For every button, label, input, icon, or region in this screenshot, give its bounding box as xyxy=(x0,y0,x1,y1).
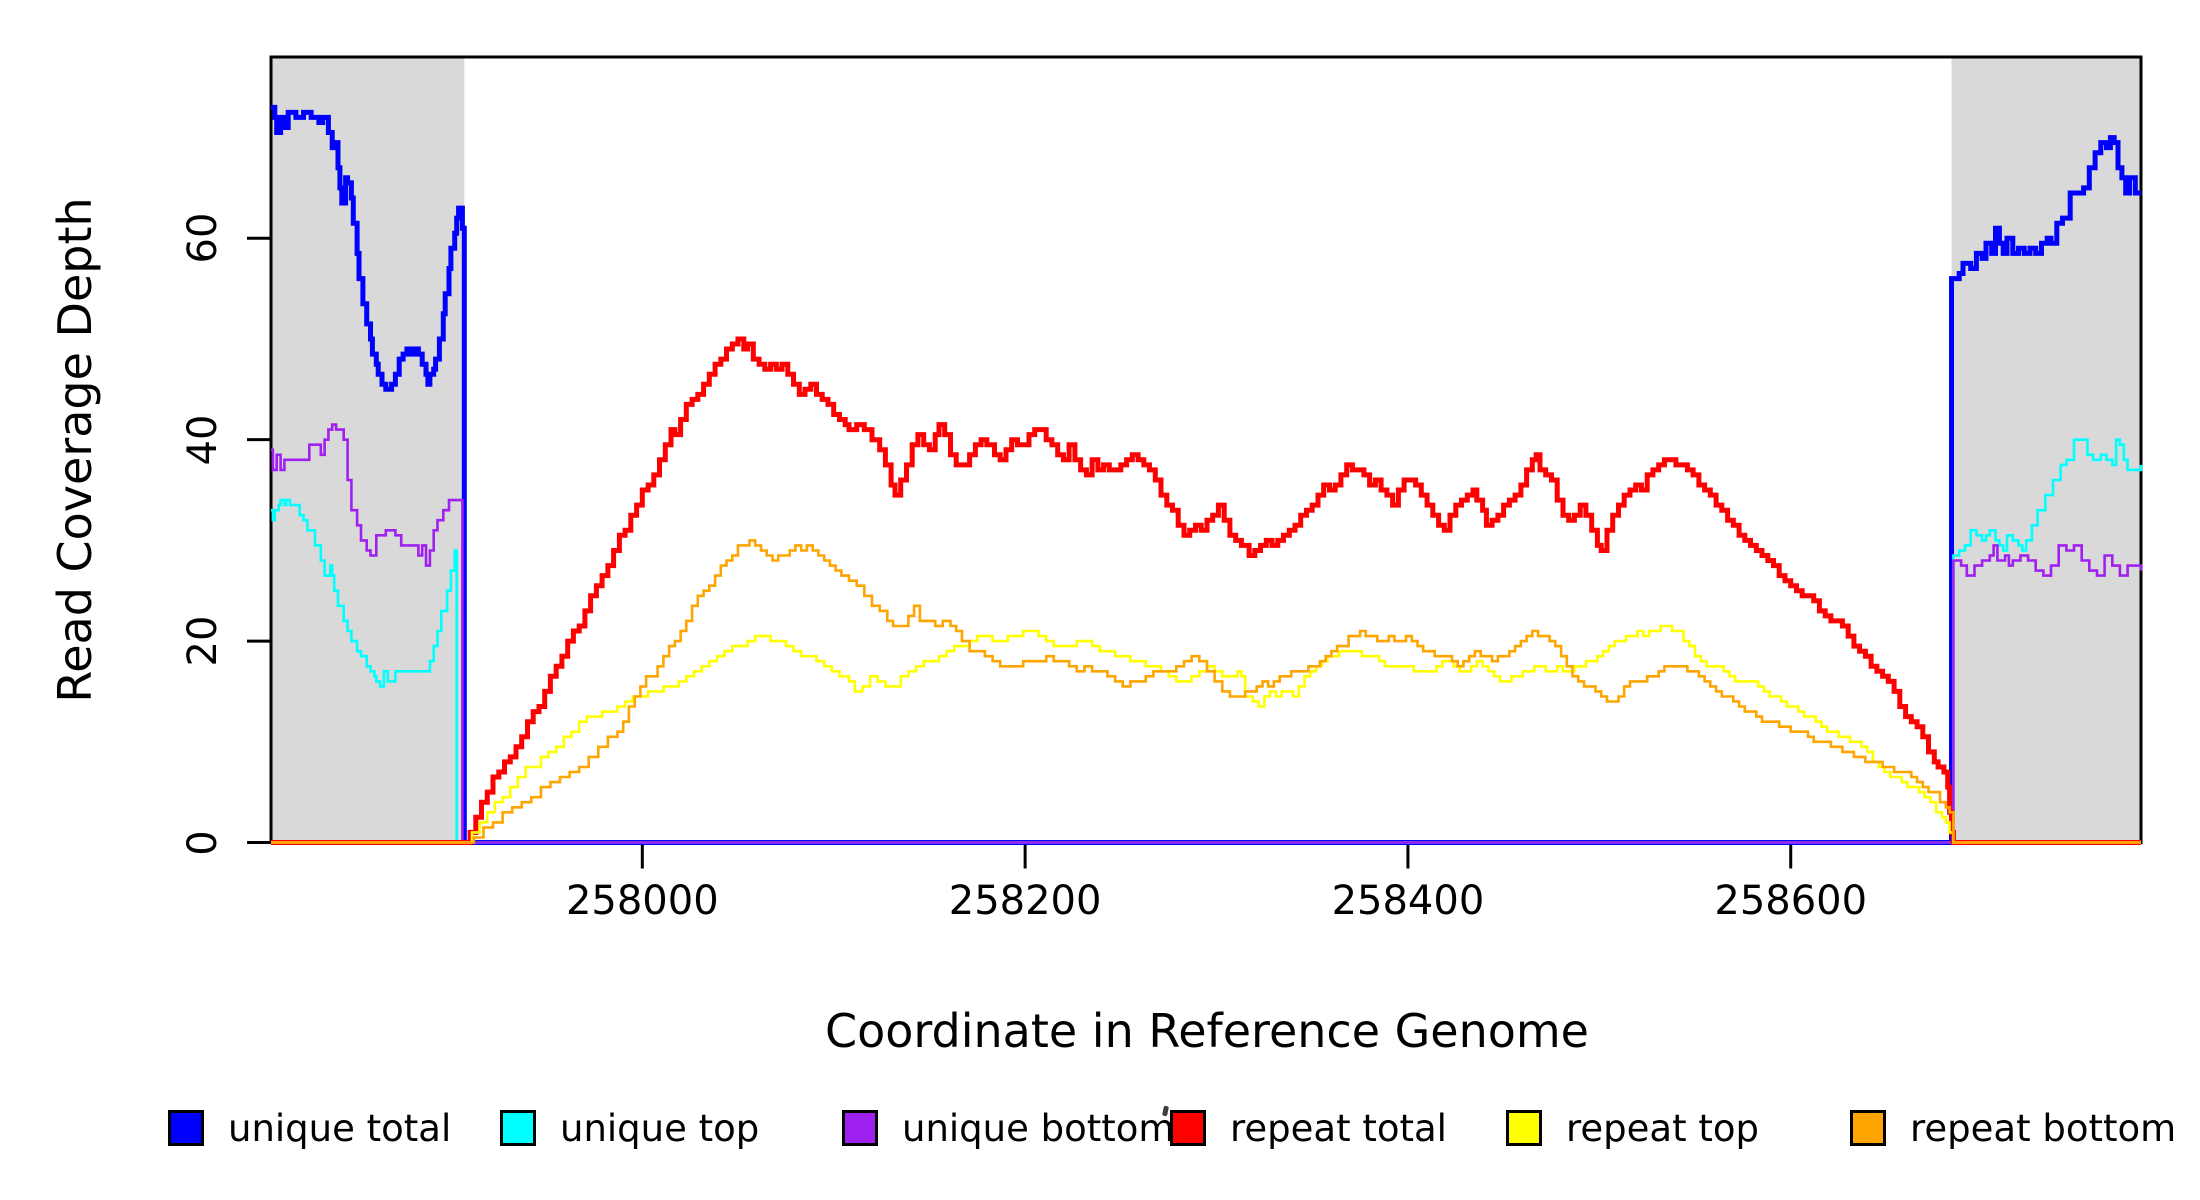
plot-box xyxy=(269,55,2143,844)
legend-item-unique-top: unique top xyxy=(500,1106,760,1150)
shaded-band-right xyxy=(1951,57,2141,843)
shaded-band-left xyxy=(271,57,465,843)
y-tick-label: 60 xyxy=(180,212,226,264)
legend-swatch-icon xyxy=(500,1110,536,1146)
x-tick-label: 258600 xyxy=(1714,878,1868,924)
y-tick-label: 40 xyxy=(180,414,226,466)
legend-label: repeat bottom xyxy=(1910,1106,2177,1150)
y-tick-label: 20 xyxy=(180,615,226,667)
x-tick-label: 258400 xyxy=(1331,878,1485,924)
series-line-repeat-top xyxy=(271,624,2141,844)
legend-item-repeat-bottom: repeat bottom xyxy=(1850,1106,2177,1150)
legend-label: repeat total xyxy=(1230,1106,1447,1150)
legend-item-repeat-top: repeat top xyxy=(1506,1106,1759,1150)
legend-label: unique top xyxy=(560,1106,760,1150)
legend-label: unique total xyxy=(228,1106,452,1150)
legend-item-unique-bottom: unique bottom xyxy=(842,1106,1175,1150)
series-line-unique-top xyxy=(271,438,2143,844)
x-axis-title: Coordinate in Reference Genome xyxy=(825,1004,1589,1058)
legend-swatch-icon xyxy=(168,1110,204,1146)
legend-label: repeat top xyxy=(1566,1106,1759,1150)
series-line-repeat-total xyxy=(271,336,2141,845)
series-line-repeat-bottom xyxy=(271,539,2141,844)
series-line-unique-bottom xyxy=(271,423,2143,844)
x-tick-label: 258000 xyxy=(565,878,719,924)
y-tick-label: 0 xyxy=(180,829,226,856)
legend-swatch-icon xyxy=(1850,1110,1886,1146)
legend-swatch-icon xyxy=(1170,1110,1206,1146)
x-tick-label: 258200 xyxy=(948,878,1102,924)
legend-item-repeat-total: repeat total xyxy=(1170,1106,1447,1150)
y-axis-title: Read Coverage Depth xyxy=(48,197,102,703)
series-line-unique-total xyxy=(271,104,2141,845)
legend-swatch-icon xyxy=(842,1110,878,1146)
legend-swatch-icon xyxy=(1506,1110,1542,1146)
legend-item-unique-total: unique total xyxy=(168,1106,452,1150)
legend-label: unique bottom xyxy=(902,1106,1175,1150)
